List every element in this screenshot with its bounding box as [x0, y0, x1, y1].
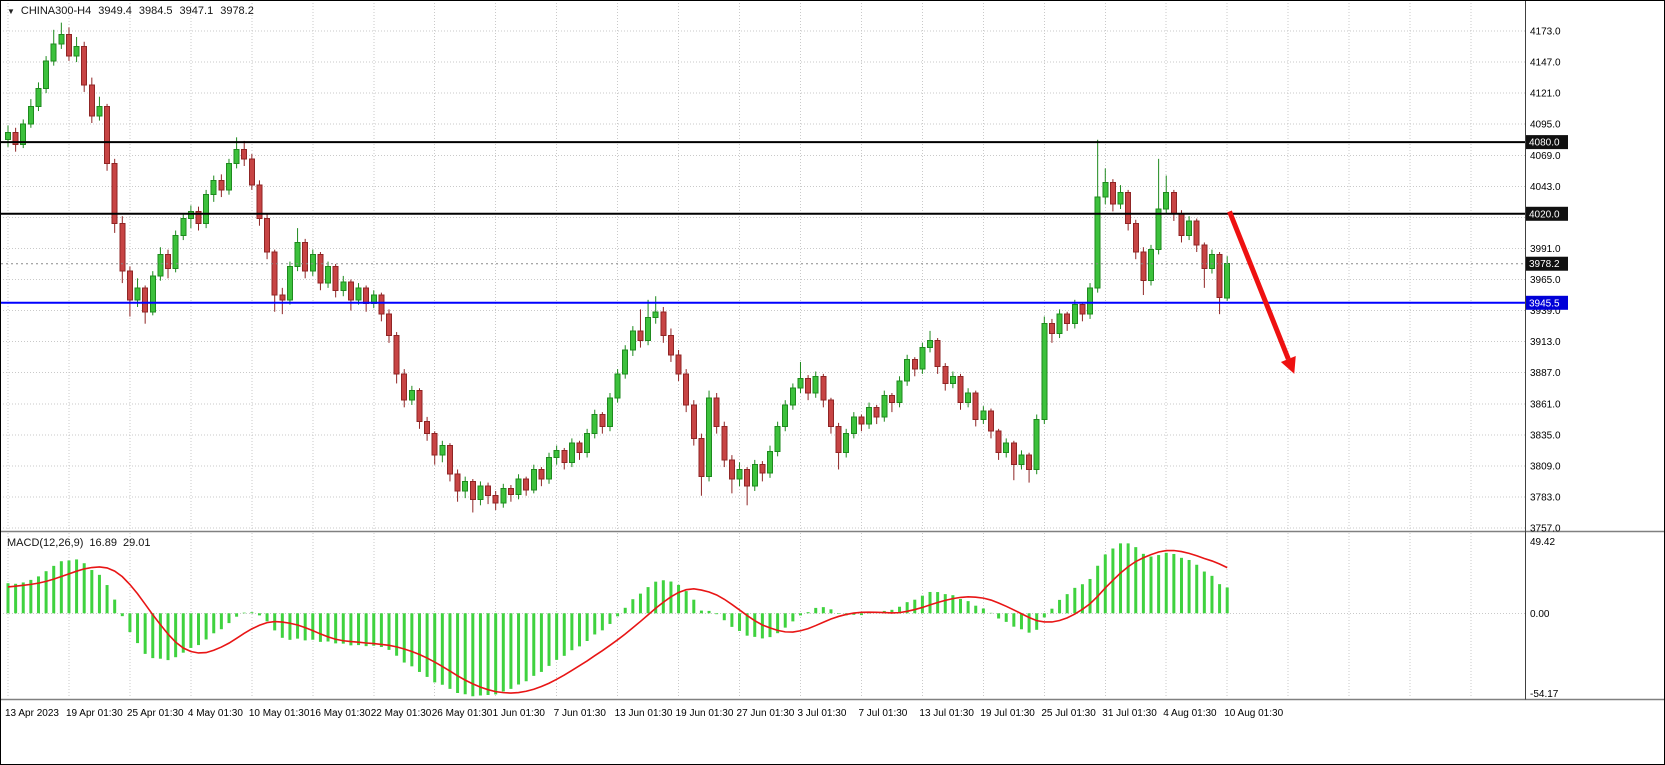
svg-text:4121.0: 4121.0	[1530, 89, 1561, 100]
svg-text:3 Jul 01:30: 3 Jul 01:30	[797, 708, 846, 719]
quote-low-value: 3947.1	[179, 5, 214, 17]
svg-text:3887.0: 3887.0	[1530, 368, 1561, 379]
hline-objects[interactable]	[1, 141, 1525, 304]
svg-text:3809.0: 3809.0	[1530, 461, 1561, 472]
grid-layer	[3, 3, 1525, 698]
svg-text:4080.0: 4080.0	[1529, 138, 1560, 149]
quote-high-value: 3984.5	[138, 5, 173, 17]
svg-text:4 May 01:30: 4 May 01:30	[188, 708, 243, 719]
svg-text:4020.0: 4020.0	[1529, 209, 1560, 220]
trend-arrow-annotation[interactable]	[1227, 210, 1296, 374]
price-tag-3945.5	[1526, 295, 1568, 310]
svg-text:1 Jun 01:30: 1 Jun 01:30	[493, 708, 546, 719]
svg-text:19 Jun 01:30: 19 Jun 01:30	[676, 708, 734, 719]
quote-open-value: 3949.4	[98, 5, 132, 17]
macd-histogram	[6, 543, 1229, 697]
pane-separators[interactable]	[1, 1, 1665, 701]
macd-main-value: 16.89	[89, 537, 117, 549]
svg-text:25 Jul 01:30: 25 Jul 01:30	[1041, 708, 1096, 719]
svg-text:13 Jul 01:30: 13 Jul 01:30	[919, 708, 974, 719]
symbol-quote-bar: ▼ CHINA300-H4 3949.4 3984.5 3947.1 3978.…	[7, 5, 254, 17]
time-scale[interactable]: 13 Apr 2023 19 Apr 01:30 25 Apr 01:30 4 May…	[5, 708, 1284, 719]
svg-text:3939.0: 3939.0	[1530, 306, 1561, 317]
svg-text:19 Apr 01:30: 19 Apr 01:30	[66, 708, 123, 719]
svg-text:3991.0: 3991.0	[1530, 244, 1561, 255]
svg-text:10 Aug 01:30: 10 Aug 01:30	[1224, 708, 1283, 719]
svg-text:25 Apr 01:30: 25 Apr 01:30	[127, 708, 184, 719]
svg-text:10 May 01:30: 10 May 01:30	[249, 708, 310, 719]
svg-text:16 May 01:30: 16 May 01:30	[310, 708, 371, 719]
svg-text:-54.17: -54.17	[1530, 689, 1559, 700]
svg-text:4173.0: 4173.0	[1530, 27, 1561, 38]
candlestick-series	[5, 22, 1231, 513]
svg-text:22 May 01:30: 22 May 01:30	[371, 708, 432, 719]
svg-text:3783.0: 3783.0	[1530, 492, 1561, 503]
svg-text:27 Jun 01:30: 27 Jun 01:30	[737, 708, 795, 719]
svg-text:3757.0: 3757.0	[1530, 524, 1561, 535]
macd-signal-line	[7, 549, 1228, 694]
svg-text:4 Aug 01:30: 4 Aug 01:30	[1163, 708, 1217, 719]
svg-text:4043.0: 4043.0	[1530, 182, 1561, 193]
svg-text:4147.0: 4147.0	[1530, 58, 1561, 69]
price-tag-4020.0	[1526, 206, 1568, 221]
macd-indicator-label: MACD(12,26,9) 16.89 29.01	[7, 537, 150, 549]
svg-text:26 May 01:30: 26 May 01:30	[432, 708, 493, 719]
svg-text:7 Jul 01:30: 7 Jul 01:30	[858, 708, 907, 719]
svg-text:4069.0: 4069.0	[1530, 151, 1561, 162]
svg-text:31 Jul 01:30: 31 Jul 01:30	[1102, 708, 1157, 719]
quote-close-value: 3978.2	[220, 5, 254, 17]
symbol-timeframe-label: CHINA300-H4	[20, 5, 92, 17]
price-scale[interactable]: 4173.0 4147.0 4121.0 4095.0 4069.0 4043.0 3991…	[1526, 27, 1568, 701]
svg-text:49.42: 49.42	[1530, 537, 1555, 548]
svg-text:13 Jun 01:30: 13 Jun 01:30	[615, 708, 673, 719]
last-price-tag	[1526, 256, 1568, 271]
svg-text:13 Apr 2023: 13 Apr 2023	[5, 708, 59, 719]
svg-text:3913.0: 3913.0	[1530, 337, 1561, 348]
macd-signal-value: 29.01	[122, 537, 151, 549]
macd-name-label: MACD(12,26,9)	[7, 537, 84, 549]
chart-symbol-dropdown-icon: ▼	[7, 6, 15, 16]
svg-text:3835.0: 3835.0	[1530, 430, 1561, 441]
svg-text:3965.0: 3965.0	[1530, 275, 1561, 286]
price-tag-4080.0	[1526, 135, 1568, 150]
svg-text:3978.2: 3978.2	[1529, 259, 1560, 270]
svg-text:3861.0: 3861.0	[1530, 399, 1561, 410]
svg-text:7 Jun 01:30: 7 Jun 01:30	[554, 708, 607, 719]
svg-text:3945.5: 3945.5	[1529, 298, 1560, 309]
svg-text:4095.0: 4095.0	[1530, 120, 1561, 131]
svg-text:19 Jul 01:30: 19 Jul 01:30	[980, 708, 1035, 719]
svg-text:0.00: 0.00	[1530, 609, 1550, 620]
